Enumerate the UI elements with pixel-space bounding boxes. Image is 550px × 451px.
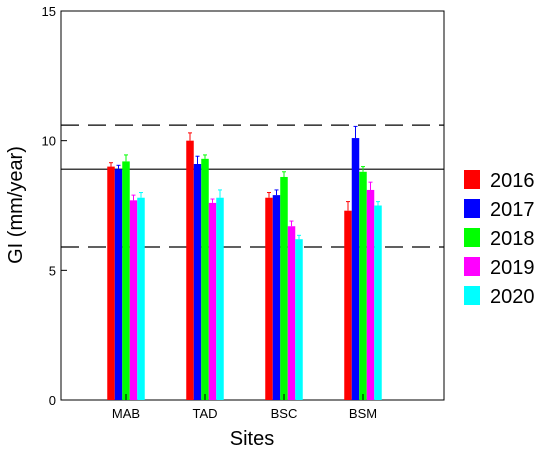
plot-frame — [60, 10, 445, 401]
bar-mab-2016 — [107, 166, 115, 400]
bar-tad-2019 — [208, 202, 217, 400]
bar-bsm-2017 — [351, 138, 360, 400]
bar-bsm-2019 — [366, 189, 375, 400]
legend-label-2016: 2016 — [490, 170, 535, 192]
x-axis-title: Sites — [230, 428, 274, 450]
y-tick-label: 5 — [49, 263, 56, 278]
x-tick-label: BSC — [271, 406, 298, 421]
bar-bsc-2020 — [295, 239, 303, 400]
bar-tad-2017 — [193, 164, 202, 400]
bar-mab-2018 — [122, 161, 130, 400]
y-tick-label: 10 — [42, 134, 56, 149]
bar-bsm-2016 — [344, 210, 352, 400]
bar-bsc-2016 — [265, 197, 273, 400]
legend-label-2019: 2019 — [490, 257, 535, 279]
bar-bsc-2017 — [272, 195, 281, 400]
y-axis: 0 5 10 15 — [42, 4, 67, 408]
bar-mab-2019 — [129, 200, 138, 400]
bar-tad-2020 — [216, 197, 224, 400]
bar-tad-2016 — [186, 140, 194, 400]
legend-swatch-2016 — [464, 170, 480, 189]
bar-bsm-2020 — [374, 205, 382, 400]
bar-mab-2017 — [114, 169, 123, 400]
x-tick-label: TAD — [192, 406, 217, 421]
legend-label-2017: 2017 — [490, 199, 535, 221]
bar-bsc-2018 — [280, 176, 288, 400]
legend-swatch-2018 — [464, 228, 480, 247]
bar-bsc-2019 — [287, 226, 296, 400]
y-tick-label: 0 — [49, 393, 56, 408]
legend-swatch-2020 — [464, 286, 480, 305]
bar-bsm-2018 — [359, 171, 367, 400]
legend-swatch-2017 — [464, 199, 480, 218]
legend-swatch-2019 — [464, 257, 480, 276]
bar-tad-2018 — [201, 158, 209, 400]
y-tick-label: 15 — [42, 4, 56, 19]
x-tick-label: MAB — [112, 406, 140, 421]
legend-label-2020: 2020 — [490, 286, 535, 308]
y-axis-title: GI (mm/year) — [5, 146, 27, 264]
bars-group — [107, 125, 382, 400]
bar-mab-2020 — [137, 197, 145, 400]
legend-label-2018: 2018 — [490, 228, 535, 250]
x-tick-label: BSM — [349, 406, 377, 421]
x-axis: MAB TAD BSC BSM — [112, 394, 377, 421]
legend: 2016 2017 2018 2019 2020 — [464, 170, 535, 308]
